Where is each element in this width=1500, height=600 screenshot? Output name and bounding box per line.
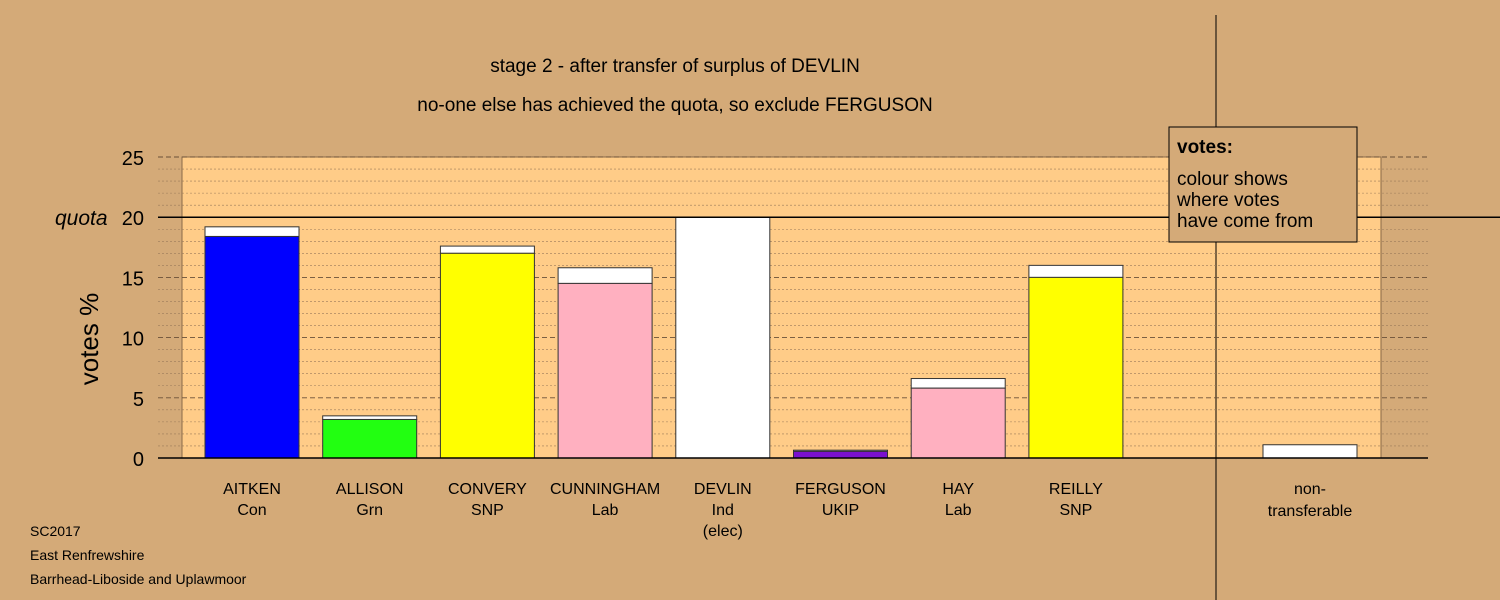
y-tick-labels: 0 5 10 15 20 25	[122, 148, 144, 471]
bar-hay	[910, 387, 1006, 459]
candidate-name: CUNNINGHAM	[550, 481, 660, 498]
legend-line-3: have come from	[1177, 211, 1313, 232]
y-tick-label: 25	[122, 148, 144, 170]
bar-devlin	[675, 216, 771, 459]
nontransferable-label-2: transferable	[1268, 503, 1353, 520]
candidate-name: FERGUSON	[795, 481, 886, 498]
footer-election: SC2017	[30, 523, 81, 539]
bar-transfer	[557, 267, 653, 284]
footer-council: East Renfrewshire	[30, 547, 145, 563]
candidate-party: Grn	[356, 502, 383, 519]
y-axis-label: votes %	[74, 293, 104, 386]
legend-frame	[1168, 126, 1358, 243]
legend-box: votes: colour shows where votes have com…	[1168, 126, 1358, 243]
quota-label: quota	[55, 207, 108, 230]
candidate-status: (elec)	[703, 523, 743, 540]
chart-subtitle: no-one else has achieved the quota, so e…	[417, 95, 932, 116]
y-tick-label: 15	[122, 268, 144, 290]
bar-transfer	[439, 245, 535, 254]
bar-cunningham	[557, 282, 653, 459]
chart-title: stage 2 - after transfer of surplus of D…	[490, 56, 860, 77]
y-tick-label: 5	[133, 389, 144, 411]
legend-line-1: colour shows	[1177, 169, 1288, 190]
candidate-name: HAY	[942, 481, 974, 498]
bar-convery	[439, 252, 535, 459]
bar-transfer	[204, 226, 300, 237]
candidate-party: Lab	[945, 502, 972, 519]
candidate-name: REILLY	[1049, 481, 1103, 498]
y-tick-label: 20	[122, 208, 144, 230]
candidate-name: CONVERY	[448, 481, 527, 498]
candidate-name: AITKEN	[223, 481, 281, 498]
x-category-labels: AITKEN Con ALLISON Grn CONVERY SNP CUNNINGHAM L…	[223, 481, 1352, 540]
bar-allison	[322, 418, 418, 459]
bars	[204, 216, 1358, 459]
legend-title: votes:	[1177, 137, 1233, 158]
legend-line-2: where votes	[1176, 190, 1279, 211]
y-tick-label: 0	[133, 449, 144, 471]
bar-reilly	[1028, 276, 1124, 459]
candidate-party: SNP	[1059, 502, 1092, 519]
candidate-party: Lab	[592, 502, 619, 519]
bar-ferguson	[793, 450, 888, 459]
candidate-party: SNP	[471, 502, 504, 519]
nontransferable-label-1: non-	[1294, 481, 1326, 498]
candidate-party: UKIP	[822, 502, 859, 519]
candidate-name: DEVLIN	[694, 481, 752, 498]
bar-aitken	[204, 235, 300, 459]
candidate-party: Ind	[712, 502, 734, 519]
candidate-name: ALLISON	[336, 481, 404, 498]
y-tick-label: 10	[122, 329, 144, 351]
bar-transfer	[322, 415, 418, 420]
candidate-party: Con	[237, 502, 266, 519]
bar-transfer	[1028, 264, 1124, 278]
bar-nontransferable	[1262, 444, 1358, 459]
footer-ward: Barrhead-Liboside and Uplawmoor	[30, 571, 247, 587]
bar-transfer	[910, 378, 1006, 389]
